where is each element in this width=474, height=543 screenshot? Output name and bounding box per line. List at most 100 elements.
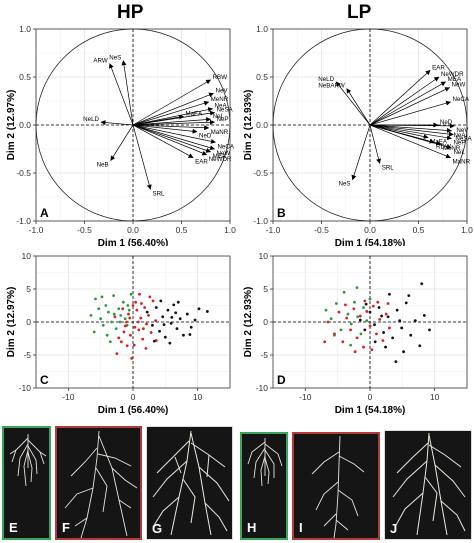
y-tick-label: -1.0: [253, 216, 268, 226]
loading-arrow: [369, 124, 451, 159]
variable-label: NeV: [456, 127, 469, 134]
x-axis-label: Dim 1 (54.18%): [335, 238, 406, 246]
data-point-green: [349, 322, 353, 326]
data-point-red: [151, 299, 155, 303]
variable-label: NeA: [453, 132, 466, 139]
x-tick-label: 1.0: [461, 225, 473, 235]
data-point-green: [97, 307, 101, 311]
y-tick-label: 5: [263, 284, 268, 294]
x-tick-label: -10: [62, 392, 75, 402]
loading-arrow: [132, 79, 212, 126]
data-point-green: [334, 302, 338, 305]
data-point-red: [135, 308, 139, 312]
x-tick-label: 0.5: [413, 225, 425, 235]
biplot-lp: -1.0 -0.5 0.0 0.5 1.0 -1.0 -0.5 0.0 0.5 1.0 Dim 1 …: [243, 24, 473, 246]
loading-arrow: [132, 117, 212, 126]
data-point-black: [166, 308, 170, 312]
data-point-black: [418, 344, 422, 348]
data-point-green: [118, 320, 122, 324]
data-point-red: [144, 347, 148, 350]
x-tick-label: 0: [368, 392, 373, 402]
data-point-red: [154, 319, 158, 323]
data-point-green: [353, 300, 356, 304]
data-point-black: [400, 326, 404, 330]
data-point-red: [134, 300, 137, 304]
x-tick-label: 0: [131, 392, 136, 402]
data-point-green: [339, 328, 343, 332]
variable-label: MeNR: [211, 96, 229, 103]
variable-label: NeCA: [217, 143, 234, 150]
data-point-red: [337, 310, 341, 314]
data-point-black: [151, 323, 154, 327]
correlation-circle: [272, 28, 468, 222]
root-image: [392, 432, 466, 536]
loading-arrow: [132, 114, 184, 126]
root-image: [152, 430, 230, 536]
variable-label: MaNR: [211, 129, 229, 136]
data-point-black: [388, 292, 391, 296]
data-point-red: [365, 310, 369, 313]
loading-arrow: [132, 124, 152, 190]
x-tick-label: 10: [193, 392, 203, 402]
photo-label: F: [62, 520, 70, 535]
data-point-red: [123, 324, 127, 328]
data-point-green: [346, 312, 350, 316]
data-point-red: [353, 350, 357, 354]
photo-label: G: [152, 521, 163, 536]
data-point-red: [130, 356, 134, 360]
y-tick-label: -1.0: [16, 216, 31, 226]
data-point-red: [132, 343, 136, 347]
loading-arrow: [132, 124, 212, 153]
root-image: [311, 435, 365, 539]
loading-arrow: [132, 119, 215, 126]
variable-label: NeL: [213, 113, 225, 120]
y-tick-label: -0.5: [16, 168, 31, 178]
data-point-green: [107, 310, 110, 314]
data-point-red: [370, 348, 374, 352]
data-point-green: [349, 343, 352, 347]
data-point-red: [136, 320, 140, 324]
data-point-red: [147, 314, 150, 317]
data-point-black: [413, 319, 417, 323]
data-point-black: [373, 340, 377, 344]
data-point-black: [407, 294, 411, 297]
variable-label: MaEA: [185, 110, 203, 117]
variable-label: NeSA: [455, 136, 472, 143]
data-point-green: [365, 319, 369, 323]
y-tick-label: -10: [19, 383, 32, 393]
data-point-black: [178, 317, 182, 321]
data-point-red: [363, 299, 367, 303]
loading-arrow: [369, 100, 451, 126]
data-point-red: [137, 328, 141, 332]
data-point-green: [368, 297, 372, 301]
data-point-black: [163, 335, 167, 339]
variable-label: NeWDR: [441, 71, 464, 78]
y-tick-label: 0.0: [256, 120, 268, 130]
panel-letter: D: [277, 373, 286, 387]
data-point-black: [368, 310, 372, 314]
loading-arrow: [369, 124, 429, 139]
data-point-black: [377, 306, 381, 309]
data-point-green: [324, 308, 328, 312]
data-point-red: [122, 330, 126, 334]
data-point-red: [381, 339, 385, 342]
x-tick-label: 0.5: [176, 225, 188, 235]
loading-arrow: [132, 124, 198, 134]
data-point-red: [349, 328, 352, 332]
loading-arrow: [369, 81, 447, 126]
data-point-green: [126, 304, 130, 307]
panel-letter: C: [40, 373, 49, 387]
data-point-red: [149, 331, 153, 334]
x-axis-label: Dim 1 (56.40%): [98, 238, 169, 246]
loading-arrow: [132, 124, 210, 131]
y-tick-label: -10: [256, 383, 269, 393]
data-point-black: [182, 333, 185, 337]
data-point-green: [119, 314, 123, 317]
loading-arrow: [132, 124, 208, 156]
panel-letter: B: [277, 206, 286, 220]
root-photo-i: I: [292, 432, 380, 540]
data-point-black: [409, 333, 413, 337]
data-point-green: [362, 306, 365, 309]
data-point-black: [176, 300, 180, 304]
variable-label: NeS: [109, 55, 121, 62]
